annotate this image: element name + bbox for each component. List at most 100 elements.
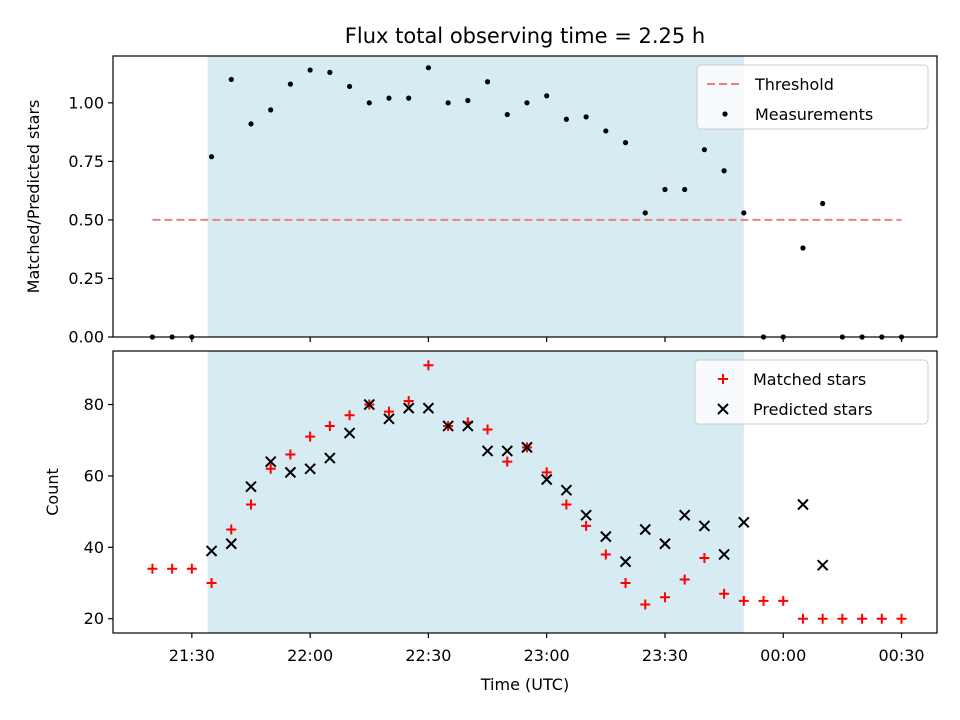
predicted-point [324, 452, 336, 464]
predicted-point [797, 498, 809, 511]
y-tick-label: 0.25 [68, 269, 104, 288]
x-axis-label: Time (UTC) [480, 675, 569, 694]
predicted-point [383, 413, 395, 425]
matched-point [226, 524, 237, 535]
predicted-point [659, 538, 671, 550]
predicted-point [560, 484, 573, 496]
matched-point [699, 553, 710, 564]
measurement-point [208, 154, 215, 160]
x-tick-label: 00:30 [878, 646, 924, 665]
measurement-point [544, 93, 550, 99]
legend-label: Matched stars [753, 370, 866, 389]
top-plot: 0.00 0.25 0.50 0.75 1.00 Matched/Predicted st… [24, 55, 938, 347]
predicted-point [442, 420, 454, 432]
axes-frame [112, 55, 938, 338]
measurement-point [425, 65, 432, 71]
bottom-plot: 20 40 60 80 21:30 22:00 22:30 23:00 23:30 00:00 00… [43, 350, 938, 694]
matched-point [147, 563, 158, 574]
measurement-point [642, 210, 648, 216]
y-tick-label: 80 [84, 395, 104, 414]
predicted-point [580, 509, 592, 521]
matched-point [679, 574, 690, 585]
predicted-point [521, 441, 533, 454]
matched-point [482, 424, 493, 435]
x-tick-label: 00:00 [760, 646, 806, 665]
predicted-point [501, 445, 513, 457]
legend: Matched stars Predicted stars [694, 359, 929, 425]
shaded-interval [207, 351, 744, 633]
matched-point [206, 578, 217, 589]
matched-point [383, 406, 394, 417]
measurement-point [268, 107, 274, 113]
matched-point [305, 431, 316, 442]
shaded-interval [207, 56, 744, 337]
matched-point [561, 499, 572, 510]
predicted-point [718, 548, 730, 561]
matched-point [758, 595, 769, 606]
matched-point [778, 595, 789, 606]
predicted-point [225, 538, 237, 550]
x-tick-label: 23:30 [642, 646, 688, 665]
legend-label: Threshold [754, 75, 834, 94]
x-tick-label: 23:00 [524, 646, 570, 665]
measurement-point [307, 67, 313, 73]
measurement-point [465, 97, 471, 104]
y-tick-label: 40 [84, 538, 104, 557]
matched-point [640, 599, 651, 610]
y-tick-label: 60 [84, 466, 104, 485]
axes-frame [112, 350, 938, 634]
predicted-point [402, 402, 415, 414]
measurement-point [386, 95, 392, 101]
matched-point [245, 499, 256, 510]
measurement-point [445, 100, 451, 106]
predicted-point [245, 480, 257, 493]
legend: Threshold Measurements [696, 64, 929, 130]
predicted-point [205, 545, 218, 557]
measurement-point [603, 128, 609, 134]
measurement-point [721, 168, 727, 174]
predicted-point [678, 509, 691, 521]
measurement-point [682, 186, 688, 193]
x-tick-label: 22:30 [405, 646, 451, 665]
matched-point [857, 613, 868, 624]
predicted-point [540, 473, 553, 486]
measurement-point [622, 140, 629, 146]
matched-point [186, 563, 197, 574]
matched-point [265, 463, 276, 474]
y-tick-label: 20 [84, 609, 104, 628]
measurement-point [228, 76, 234, 83]
legend-label: Predicted stars [753, 400, 873, 419]
matched-point [837, 613, 848, 624]
measurement-point [800, 245, 806, 251]
matched-point [738, 595, 749, 606]
measurement-point [327, 69, 333, 75]
matched-point [817, 613, 828, 624]
predicted-point [264, 455, 277, 468]
legend-predicted-swatch [717, 403, 729, 415]
predicted-point [304, 463, 316, 475]
measurement-point [524, 100, 530, 106]
measurement-point [287, 81, 294, 87]
legend-box [696, 64, 929, 130]
matched-point [324, 420, 335, 431]
matched-point [344, 410, 355, 421]
measurement-point [741, 210, 747, 216]
predicted-point [639, 523, 651, 536]
legend-box [694, 359, 929, 425]
measurement-point [820, 200, 826, 207]
measurement-point [484, 79, 491, 85]
measurement-point [366, 100, 372, 106]
measurement-point [406, 95, 412, 101]
predicted-point [698, 520, 711, 532]
measurement-point [662, 186, 668, 193]
matched-point [285, 449, 296, 460]
measurement-point [583, 114, 589, 120]
predicted-point [422, 402, 435, 414]
legend-measurement-swatch [722, 111, 728, 117]
predicted-point [816, 559, 829, 571]
legend-matched-swatch [718, 374, 728, 384]
predicted-point [481, 445, 494, 457]
matched-point [167, 563, 178, 574]
matched-point [502, 456, 513, 467]
